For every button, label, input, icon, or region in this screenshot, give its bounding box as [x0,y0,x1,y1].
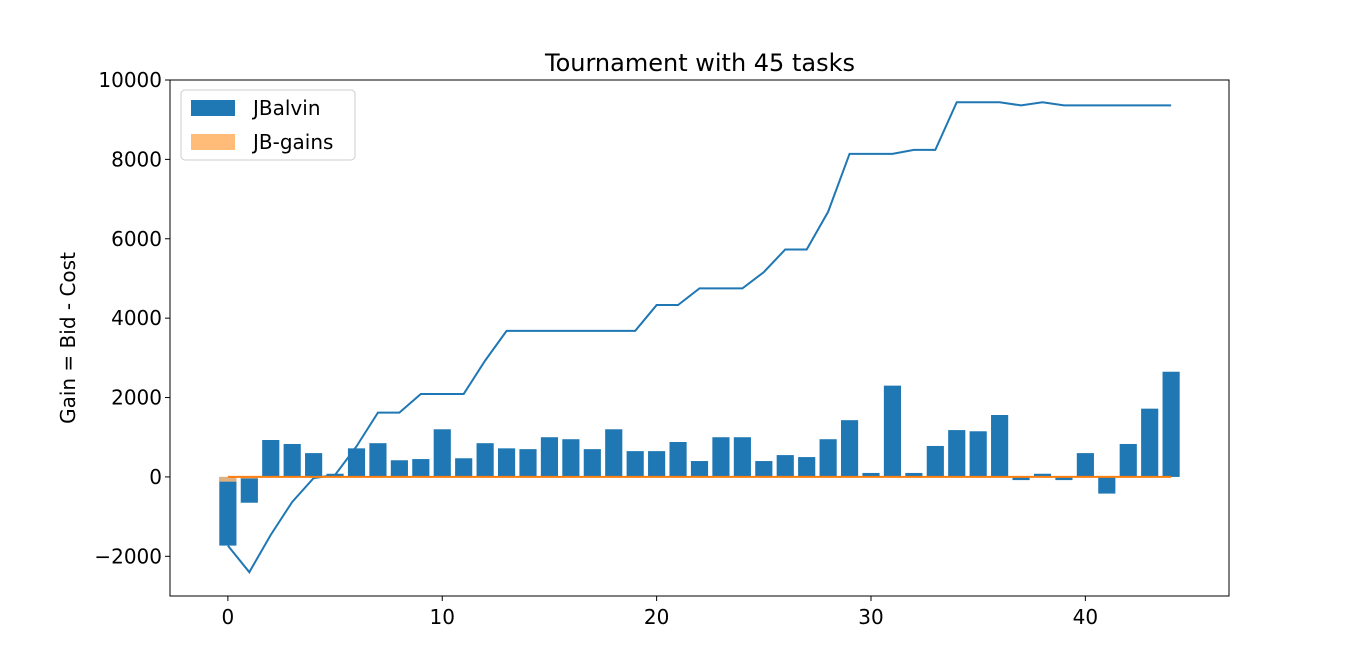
y-tick-label-3: 4000 [111,306,162,330]
x-tick-label-40: 40 [1073,605,1098,629]
bar-jbalvin-17 [583,449,601,477]
bar-jbalvin-24 [733,437,751,477]
bar-jbalvin-15 [540,437,559,477]
y-tick-label-2: 2000 [111,386,162,410]
plot-frame [169,79,1230,597]
bar-jbalvin-1 [240,476,258,503]
bar-jbalvin-41 [1098,476,1116,494]
bar-jbalvin-33 [926,445,944,477]
bar-jbalvin-34 [948,430,966,477]
y-tick-label-0: −2000 [94,544,162,568]
legend-swatch-0 [191,100,235,116]
plot-area: 0 10 20 30 40 −2000 0 2000 4000 6000 8000 10000 JBal… [94,68,1230,629]
bar-jbalvin-7 [369,443,387,477]
legend-label-1: JB-gains [251,130,333,154]
legend-label-0: JBalvin [251,96,321,120]
bar-jbalvin-10 [433,429,451,477]
legend: JBalvin JB-gains [180,89,356,161]
bar-jbalvin-26 [776,455,794,477]
bar-jbalvin-6 [347,448,366,477]
y-tick-label-6: 10000 [98,68,162,92]
x-tick-label-20: 20 [644,605,669,629]
bar-jbalvin-14 [519,449,537,477]
bar-jbalvin-35 [969,431,987,477]
y-tick-label-4: 6000 [111,227,162,251]
bar-jbalvin-32 [905,472,923,477]
bar-jbalvin-42 [1119,443,1137,477]
bar-jbalvin-28 [819,439,837,477]
bar-jbalvin-9 [412,459,430,477]
x-tick-label-0: 0 [222,605,235,629]
y-tick-label-1: 0 [149,465,162,489]
bar-jbalvin-39 [1055,476,1073,481]
bar-jbalvin-31 [883,385,902,477]
bar-jbalvin-23 [712,437,730,477]
bar-jbalvin-16 [562,439,580,477]
bar-jbalvin-12 [476,443,494,477]
bar-jbalvin-44 [1162,371,1180,477]
bar-jbalvin-3 [283,443,301,477]
bar-jbalvin-25 [755,461,773,477]
bar-jbalvin-11 [455,458,473,477]
legend-swatch-1 [191,134,235,150]
bar-jbalvin-0 [219,476,237,546]
bar-jb-gains-0 [219,476,237,482]
bar-jbalvin-4 [305,453,323,477]
y-axis-label: Gain = Bid - Cost [56,252,80,424]
cumulative-gain-line [227,101,1172,574]
chart-title: Tournament with 45 tasks [544,49,855,77]
x-tick-label-10: 10 [430,605,455,629]
bar-jbalvin-18 [605,429,623,477]
bar-jbalvin-13 [497,448,516,477]
y-tick-label-5: 8000 [111,147,162,171]
bar-jbalvin-8 [390,460,408,477]
bar-jbalvin-40 [1076,453,1094,477]
bar-jbalvin-29 [840,420,859,477]
bar-jbalvin-21 [669,441,687,477]
x-tick-label-30: 30 [858,605,883,629]
bar-jbalvin-30 [862,472,880,477]
bar-jbalvin-2 [262,440,280,477]
bar-jbalvin-38 [1033,473,1052,477]
bar-jbalvin-36 [991,415,1009,477]
bar-jbalvin-19 [626,451,644,477]
bar-jbalvin-20 [648,451,666,477]
bar-jbalvin-27 [798,457,816,477]
bar-jbalvin-22 [690,461,709,477]
bar-jbalvin-43 [1141,408,1159,477]
bar-jbalvin-37 [1012,476,1030,481]
